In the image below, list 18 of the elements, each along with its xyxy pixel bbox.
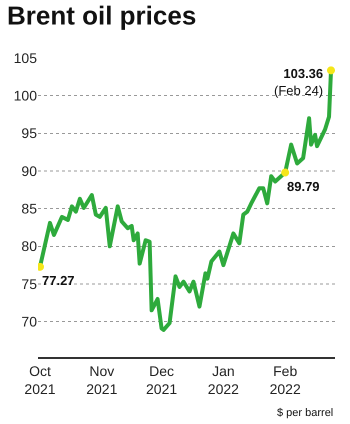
y-tick-label: 90 bbox=[21, 162, 38, 179]
annotation: 89.79 bbox=[287, 179, 320, 194]
y-tick-label: 95 bbox=[21, 125, 38, 142]
x-tick-label: Nov 2021 bbox=[86, 362, 118, 397]
x-tick-label: Jan 2022 bbox=[208, 362, 240, 397]
x-tick-label: Dec 2021 bbox=[146, 362, 178, 397]
y-tick-label: 75 bbox=[21, 276, 38, 292]
chart-title: Brent oil prices bbox=[7, 0, 196, 31]
text: $ per barrel bbox=[277, 407, 334, 419]
y-tick-label: 80 bbox=[21, 238, 38, 254]
y-tick-label: 100 bbox=[14, 88, 38, 104]
y-tick-label: 85 bbox=[21, 200, 38, 217]
x-tick-label: Feb 2022 bbox=[270, 362, 301, 397]
x-tick-label: Oct 2021 bbox=[24, 362, 56, 397]
annotation: 77.27 bbox=[42, 273, 75, 288]
annotation: 103.36 (Feb 24) bbox=[274, 66, 324, 98]
y-tick-label: 105 bbox=[14, 50, 38, 66]
y-tick-label: 70 bbox=[21, 314, 38, 330]
